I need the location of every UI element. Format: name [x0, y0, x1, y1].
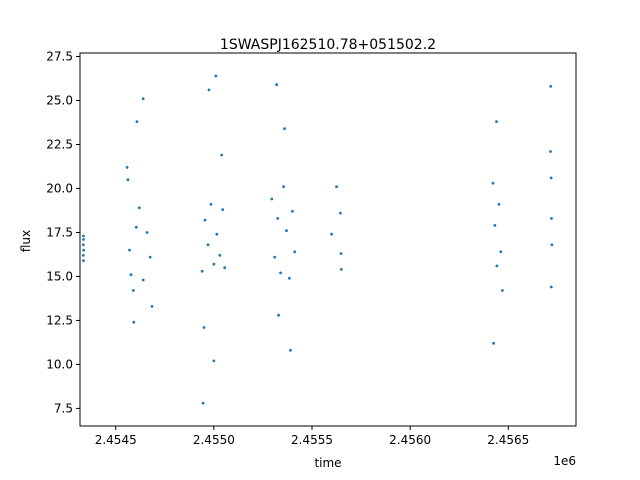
- data-point: [82, 259, 85, 262]
- data-point: [550, 217, 553, 220]
- data-point: [212, 359, 216, 363]
- y-tick-label: 22.5: [46, 137, 73, 151]
- y-tick-label: 17.5: [46, 225, 73, 239]
- data-point: [203, 218, 207, 222]
- data-point: [288, 276, 291, 280]
- y-axis-label: flux: [19, 230, 33, 252]
- data-point: [141, 278, 145, 282]
- data-point: [501, 289, 504, 292]
- data-point: [132, 289, 135, 292]
- data-point: [82, 248, 86, 252]
- y-tick-label: 15.0: [46, 269, 73, 283]
- data-point: [276, 217, 280, 220]
- data-point: [291, 209, 294, 213]
- chart-title: 1SWASPJ162510.78+051502.2: [220, 37, 436, 53]
- y-tick-label: 12.5: [46, 313, 73, 327]
- x-tick-label: 2.4565: [487, 433, 529, 447]
- data-point: [132, 320, 136, 324]
- data-point: [202, 326, 206, 329]
- x-axis-ticks: 2.4545 2.4550 2.4555 2.4560 2.4565: [95, 426, 529, 447]
- data-point: [201, 401, 205, 405]
- plot-frame: [79, 52, 577, 427]
- data-point: [126, 178, 130, 182]
- data-point: [134, 225, 138, 229]
- x-tick-label: 2.4545: [95, 433, 137, 447]
- data-point: [214, 74, 218, 78]
- data-point: [499, 250, 503, 254]
- data-point: [495, 120, 498, 123]
- data-point: [282, 185, 285, 189]
- data-point: [129, 273, 133, 277]
- data-point: [493, 224, 497, 227]
- data-point: [279, 271, 282, 275]
- data-point: [277, 313, 280, 317]
- x-tick-label: 2.4560: [389, 433, 431, 447]
- data-point: [335, 185, 338, 189]
- x-tick-label: 2.4555: [291, 433, 333, 447]
- data-point: [218, 253, 222, 257]
- data-point: [221, 208, 225, 212]
- data-point: [148, 255, 152, 259]
- data-point: [81, 253, 85, 257]
- data-point: [145, 231, 149, 234]
- data-point: [330, 232, 333, 236]
- scatter-points: [81, 74, 554, 405]
- data-point: [82, 234, 85, 238]
- data-point: [549, 150, 552, 153]
- data-point: [549, 285, 553, 289]
- data-point: [125, 166, 129, 169]
- data-point: [497, 202, 501, 206]
- data-point: [495, 264, 499, 268]
- data-point: [207, 88, 211, 92]
- data-point: [82, 238, 85, 241]
- data-point: [491, 181, 495, 185]
- x-tick-label: 2.4550: [193, 433, 235, 447]
- data-point: [212, 262, 216, 266]
- data-point: [206, 243, 210, 247]
- data-point: [275, 83, 279, 87]
- data-point: [215, 232, 219, 236]
- data-point: [285, 229, 288, 233]
- data-point: [549, 176, 553, 180]
- data-point: [141, 97, 145, 101]
- data-point: [209, 202, 213, 206]
- data-point: [289, 348, 292, 352]
- data-point: [150, 305, 154, 308]
- data-point: [340, 268, 343, 271]
- data-point: [223, 266, 227, 270]
- data-point: [550, 243, 554, 247]
- data-point: [293, 250, 297, 254]
- y-tick-label: 25.0: [46, 94, 73, 108]
- data-point: [220, 153, 224, 157]
- data-point: [81, 243, 85, 247]
- data-point: [339, 252, 343, 256]
- data-point: [549, 85, 553, 88]
- data-point: [492, 341, 495, 345]
- x-axis-offset-label: 1e6: [553, 454, 576, 468]
- data-point: [283, 127, 286, 131]
- y-tick-label: 20.0: [46, 181, 73, 195]
- x-axis-label: time: [314, 456, 341, 470]
- data-point: [270, 197, 274, 201]
- data-point: [137, 206, 141, 210]
- data-point: [273, 255, 277, 259]
- y-tick-label: 27.5: [46, 50, 73, 64]
- y-axis-ticks: 7.5 10.0 12.5 15.0 17.5 20.0 22.5 25.0 27.5: [46, 50, 80, 415]
- data-point: [135, 120, 139, 123]
- data-point: [200, 269, 204, 273]
- y-tick-label: 7.5: [54, 401, 73, 415]
- data-point: [128, 248, 131, 252]
- y-tick-label: 10.0: [46, 357, 73, 371]
- data-point: [339, 211, 342, 215]
